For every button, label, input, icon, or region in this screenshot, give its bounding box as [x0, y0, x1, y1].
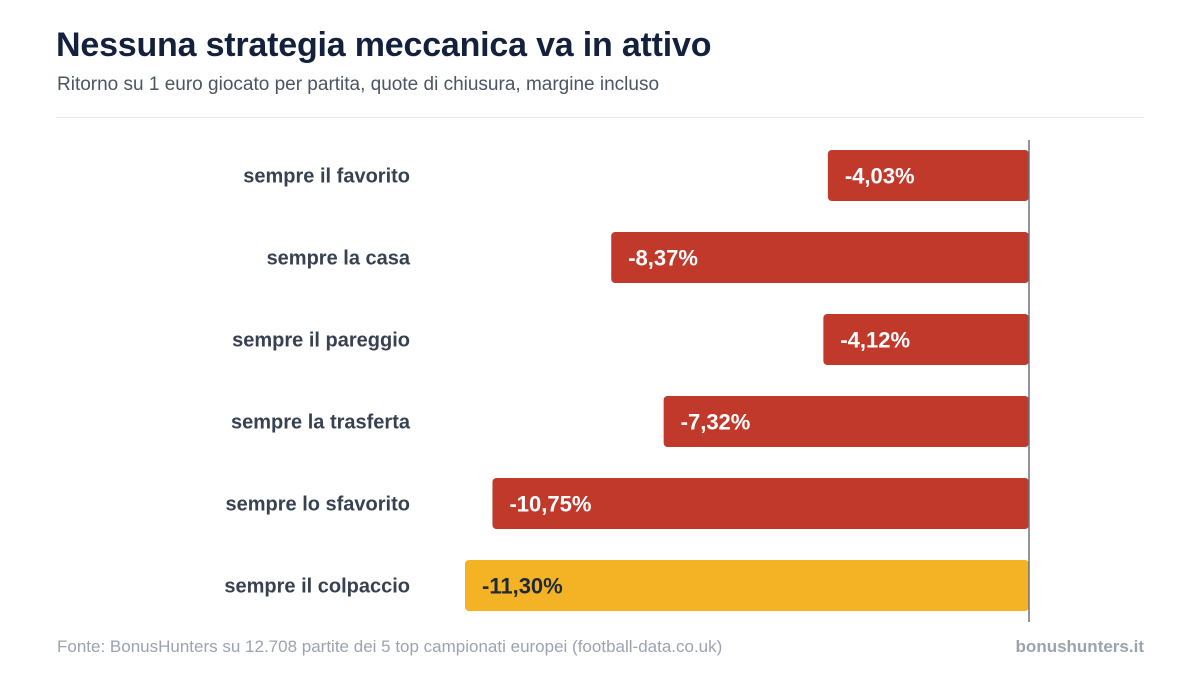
value-label: -4,03% [845, 164, 915, 189]
category-label: sempre la trasferta [231, 412, 411, 434]
category-label: sempre il colpaccio [224, 576, 410, 598]
bar [823, 314, 1029, 365]
header-divider [56, 117, 1144, 118]
bar [827, 150, 1029, 201]
bar [663, 396, 1029, 447]
highlighted-bar [465, 560, 1029, 611]
value-label: -8,37% [628, 246, 698, 271]
category-label: sempre il favorito [243, 166, 410, 188]
category-label: sempre la casa [267, 248, 411, 270]
value-label: -11,30% [482, 574, 563, 599]
value-label: -10,75% [509, 492, 591, 517]
bar [611, 232, 1029, 283]
chart-subtitle: Ritorno su 1 euro giocato per partita, q… [57, 74, 660, 95]
brand-link[interactable]: bonushunters.it [1015, 637, 1144, 656]
bar [492, 478, 1030, 529]
value-label: -4,12% [840, 328, 910, 353]
source-note: Fonte: BonusHunters su 12.708 partite de… [57, 637, 723, 656]
chart-title: Nessuna strategia meccanica va in attivo [56, 26, 712, 64]
value-label: -7,32% [681, 410, 751, 435]
category-label: sempre il pareggio [232, 330, 410, 352]
category-label: sempre lo sfavorito [225, 494, 410, 516]
